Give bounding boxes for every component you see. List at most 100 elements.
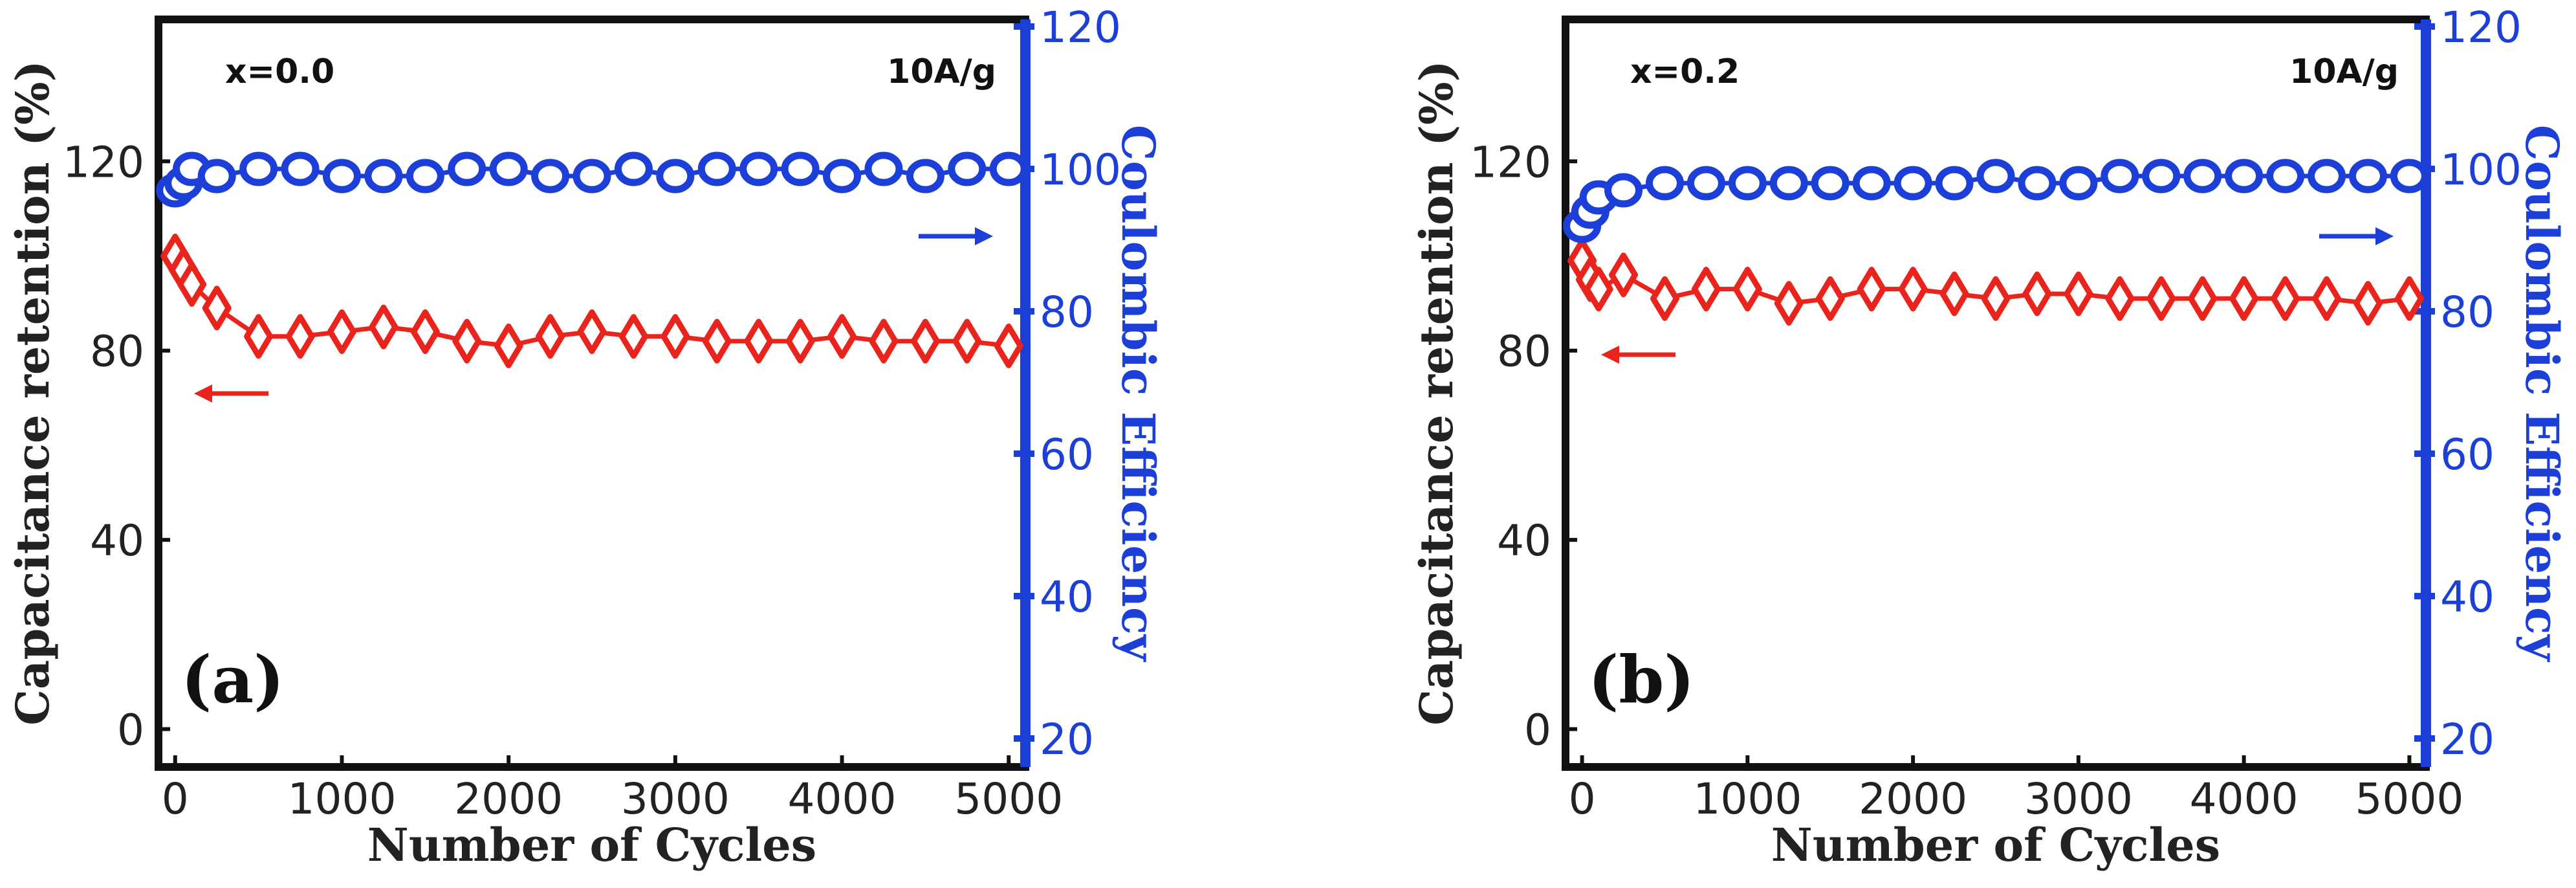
coulombic-efficiency-point <box>948 151 987 186</box>
y-left-tick-label: 120 <box>1470 137 1551 187</box>
capacitance-retention-point <box>910 318 940 364</box>
y-right-tick-label: 80 <box>1040 287 1094 337</box>
left-axis-arrowhead <box>194 384 212 403</box>
capacitance-retention-point <box>285 314 315 359</box>
y-left-tick-label: 80 <box>1497 327 1551 377</box>
coulombic-efficiency-point <box>2266 159 2305 194</box>
y-right-tick-label: 40 <box>2440 572 2494 622</box>
coulombic-efficiency-point <box>197 159 236 194</box>
coulombic-efficiency-point <box>906 159 944 194</box>
capacitance-retention-point <box>244 314 274 359</box>
capacitance-retention-point <box>2022 271 2052 316</box>
x-tick-label: 2000 <box>454 774 563 824</box>
capacitance-retention-point <box>1857 267 1886 312</box>
capacitance-retention-point <box>1609 252 1639 298</box>
x-tick-label: 1000 <box>1693 774 1802 824</box>
y-right-tick-label: 120 <box>1040 3 1121 52</box>
capacitance-retention-point <box>1981 276 2011 321</box>
coulombic-efficiency-point <box>1604 173 1643 208</box>
capacitance-retention-point <box>2271 276 2300 321</box>
y-right-tick-label: 60 <box>1040 430 1094 480</box>
capacitance-retention-point <box>2064 271 2093 316</box>
x-tick-label: 4000 <box>788 774 897 824</box>
y-left-tick-label: 0 <box>117 705 144 755</box>
panel-a: 0 1000 2000 3000 4000 5000 0 40 80 120 20 40 60 80 100… <box>6 3 1165 872</box>
coulombic-efficiency-point <box>2183 159 2222 194</box>
coulombic-efficiency-point <box>531 159 570 194</box>
y-left-tick-label: 40 <box>1497 516 1551 566</box>
composition-label: x=0.0 <box>225 52 334 91</box>
capacitance-retention-point <box>994 323 1023 368</box>
y-axis-right-title: Coulombic Efficiency <box>2515 125 2569 663</box>
coulombic-efficiency-point <box>2101 159 2139 194</box>
y-axis-right-title: Coulombic Efficiency <box>1111 125 1165 663</box>
capacitance-retention-point <box>744 318 774 364</box>
capacitance-retention-point <box>2312 276 2342 321</box>
coulombic-efficiency-point <box>2348 159 2387 194</box>
capacitance-retention-point <box>452 318 482 364</box>
capacitance-retention-point <box>494 323 523 368</box>
left-axis-arrowhead <box>1601 346 1619 364</box>
capacitance-retention-point <box>536 314 565 359</box>
x-axis-title: Number of Cycles <box>1771 818 2220 872</box>
y-axis-left-title: Capacitance retention (%) <box>1410 60 1463 726</box>
coulombic-efficiency-point <box>781 151 820 186</box>
x-tick-label: 3000 <box>621 774 730 824</box>
x-tick-label: 5000 <box>2355 774 2463 824</box>
x-tick-label: 3000 <box>2024 774 2133 824</box>
capacitance-retention-point <box>2353 281 2383 326</box>
right-axis-arrowhead <box>2375 227 2394 245</box>
y-left-tick-label: 40 <box>90 516 144 566</box>
capacitance-retention-point <box>1939 271 1969 316</box>
panel-b: 0 1000 2000 3000 4000 5000 0 40 80 120 20 40 60 80 100… <box>1410 3 2569 872</box>
coulombic-efficiency-point <box>322 159 361 194</box>
coulombic-efficiency-point <box>739 151 778 186</box>
capacitance-retention-point <box>327 309 356 354</box>
capacitance-retention-point <box>827 314 857 359</box>
y-right-tick-label: 100 <box>2440 145 2522 195</box>
capacitance-retention-point <box>1584 267 1613 312</box>
coulombic-efficiency-point <box>2308 159 2346 194</box>
x-tick-label: 0 <box>162 774 189 824</box>
capacitance-retention-point <box>2229 276 2259 321</box>
capacitance-retention-point <box>2105 276 2135 321</box>
capacitance-retention-point <box>1815 276 1845 321</box>
coulombic-efficiency-point <box>448 151 486 186</box>
right-axis-arrowhead <box>975 227 993 245</box>
coulombic-efficiency-point <box>1852 166 1891 201</box>
capacitance-retention-point <box>202 285 232 331</box>
capacitance-retention-point <box>1691 267 1721 312</box>
y-right-tick-label: 120 <box>2440 3 2522 52</box>
capacitance-retention-point <box>1774 281 1804 326</box>
coulombic-efficiency-point <box>614 151 653 186</box>
coulombic-efficiency-point <box>1894 166 1932 201</box>
capacitance-retention-point <box>369 304 398 350</box>
y-right-tick-label: 60 <box>2440 430 2494 480</box>
coulombic-efficiency-point <box>406 159 444 194</box>
y-right-tick-label: 20 <box>1040 715 1094 764</box>
x-tick-label: 5000 <box>954 774 1063 824</box>
capacitance-retention-point <box>177 261 207 307</box>
x-tick-label: 1000 <box>287 774 396 824</box>
coulombic-efficiency-point <box>2225 159 2264 194</box>
current-density-label: 10A/g <box>2289 52 2399 91</box>
y-left-tick-label: 120 <box>63 137 144 187</box>
coulombic-efficiency-point <box>1811 166 1850 201</box>
coulombic-efficiency-point <box>489 151 528 186</box>
capacitance-retention-point <box>1898 267 1928 312</box>
coulombic-efficiency-point <box>1935 166 1974 201</box>
y-right-tick-label: 100 <box>1040 145 1121 195</box>
coulombic-efficiency-point <box>1645 166 1684 201</box>
coulombic-efficiency-point <box>364 159 403 194</box>
x-tick-label: 4000 <box>2190 774 2298 824</box>
coulombic-efficiency-point <box>1976 159 2015 194</box>
coulombic-efficiency-point <box>2390 159 2429 194</box>
coulombic-efficiency-point <box>656 159 695 194</box>
y-right-tick-label: 20 <box>2440 715 2494 764</box>
x-tick-label: 2000 <box>1859 774 1967 824</box>
current-density-label: 10A/g <box>887 52 996 91</box>
coulombic-efficiency-point <box>2059 166 2098 201</box>
capacitance-retention-point <box>702 318 732 364</box>
composition-label: x=0.2 <box>1630 52 1740 91</box>
